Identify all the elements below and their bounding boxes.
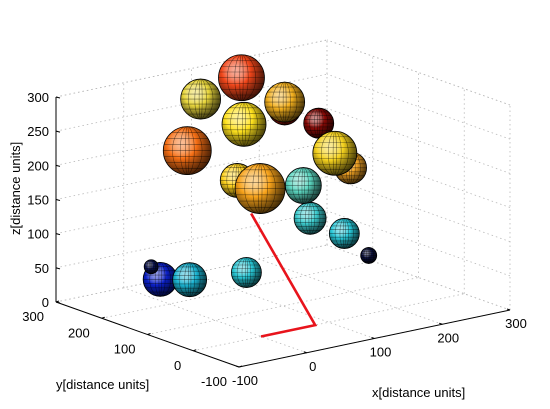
z-tick-label: 100 (27, 227, 49, 242)
z-tick-mark (55, 130, 61, 133)
sphere-marker (360, 247, 378, 264)
sphere-marker (218, 54, 265, 102)
side-wall-grid-line (326, 176, 511, 243)
z-tick-mark (55, 199, 61, 201)
side-wall-grid-line (326, 210, 511, 277)
sphere-marker (234, 163, 286, 214)
y-tick-mark (193, 349, 197, 352)
sphere-outline (264, 81, 306, 123)
x-tick-mark (439, 322, 443, 325)
sphere-marker (312, 130, 358, 176)
y-tick-label: -100 (201, 374, 227, 389)
y-tick-label: 100 (114, 342, 136, 357)
sphere-marker (303, 107, 335, 139)
x-tick-mark (235, 365, 240, 368)
y-axis-label: y[distance units] (56, 377, 149, 392)
grid-layer (55, 39, 511, 368)
x-axis-label: x[distance units] (372, 385, 465, 400)
floor-grid-line (147, 277, 419, 335)
sphere-outline (221, 101, 267, 147)
sphere-marker (162, 126, 212, 176)
tick-labels: -1000100200300-1000100200300050100150200… (22, 90, 527, 389)
sphere-marker (328, 218, 360, 249)
sphere-outline (172, 262, 208, 298)
z-tick-label: 300 (27, 90, 49, 105)
box-edge (55, 39, 328, 98)
y-tick-mark (238, 365, 243, 368)
sphere-marker (172, 262, 208, 298)
back-wall-grid-line (55, 210, 328, 269)
x-tick-mark (303, 351, 307, 354)
y-tick-mark (101, 316, 105, 319)
trajectory-path (250, 212, 318, 338)
axes-layer (55, 96, 511, 368)
z-tick-mark (55, 233, 61, 236)
sphere-outline (218, 54, 265, 102)
sphere-outline (284, 167, 322, 204)
x-tick-mark (506, 308, 511, 311)
x-tick-mark (371, 337, 375, 339)
x-tick-label: -100 (232, 373, 258, 388)
back-wall-grid-line (55, 244, 328, 303)
z-axis-label: z[distance units] (8, 142, 23, 235)
floor-grid-line (191, 273, 375, 339)
floor-grid-line (193, 293, 465, 352)
side-wall-grid-line (326, 107, 511, 174)
sphere-outline (180, 78, 222, 120)
box-edge (326, 39, 511, 106)
z-tick-label: 50 (35, 261, 49, 276)
sphere-marker (293, 201, 327, 235)
z-tick-label: 0 (42, 295, 49, 310)
floor-grid-line (101, 260, 373, 319)
spheres-layer (142, 54, 378, 298)
sphere-outline (143, 259, 159, 275)
x-tick-label: 200 (437, 330, 459, 345)
side-wall-grid-line (326, 73, 511, 140)
sphere-marker (143, 259, 159, 275)
floor-grid-line (259, 258, 443, 325)
floor-grid-line (123, 287, 307, 354)
x-tick-label: 0 (309, 359, 316, 374)
z-tick-mark (55, 164, 61, 167)
sphere-outline (312, 130, 358, 176)
z-tick-mark (55, 96, 61, 99)
sphere-marker (221, 101, 267, 147)
y-tick-label: 0 (174, 358, 181, 373)
side-wall-grid-line (326, 142, 511, 208)
z-tick-mark (55, 301, 61, 304)
sphere-marker (284, 167, 322, 204)
sphere-outline (360, 247, 378, 264)
side-wall-grid-line (326, 39, 511, 106)
sphere-outline (162, 126, 212, 176)
z-tick-label: 250 (27, 124, 49, 139)
side-wall-grid-line (326, 244, 511, 311)
z-tick-label: 150 (27, 193, 49, 208)
trajectory-line (250, 212, 318, 338)
y-tick-mark (147, 333, 151, 335)
sphere-outline (234, 163, 286, 214)
y-tick-label: 200 (68, 325, 90, 340)
sphere-marker (180, 78, 222, 120)
y-tick-label: 300 (22, 309, 44, 324)
sphere-marker (264, 81, 306, 123)
x-tick-label: 300 (505, 316, 527, 331)
back-wall-grid-line (55, 142, 328, 200)
sphere-outline (230, 257, 262, 288)
sphere-outline (328, 218, 360, 249)
x-tick-label: 100 (370, 345, 392, 360)
z-tick-label: 200 (27, 158, 49, 173)
z-tick-mark (55, 267, 61, 270)
sphere-marker (230, 257, 262, 288)
